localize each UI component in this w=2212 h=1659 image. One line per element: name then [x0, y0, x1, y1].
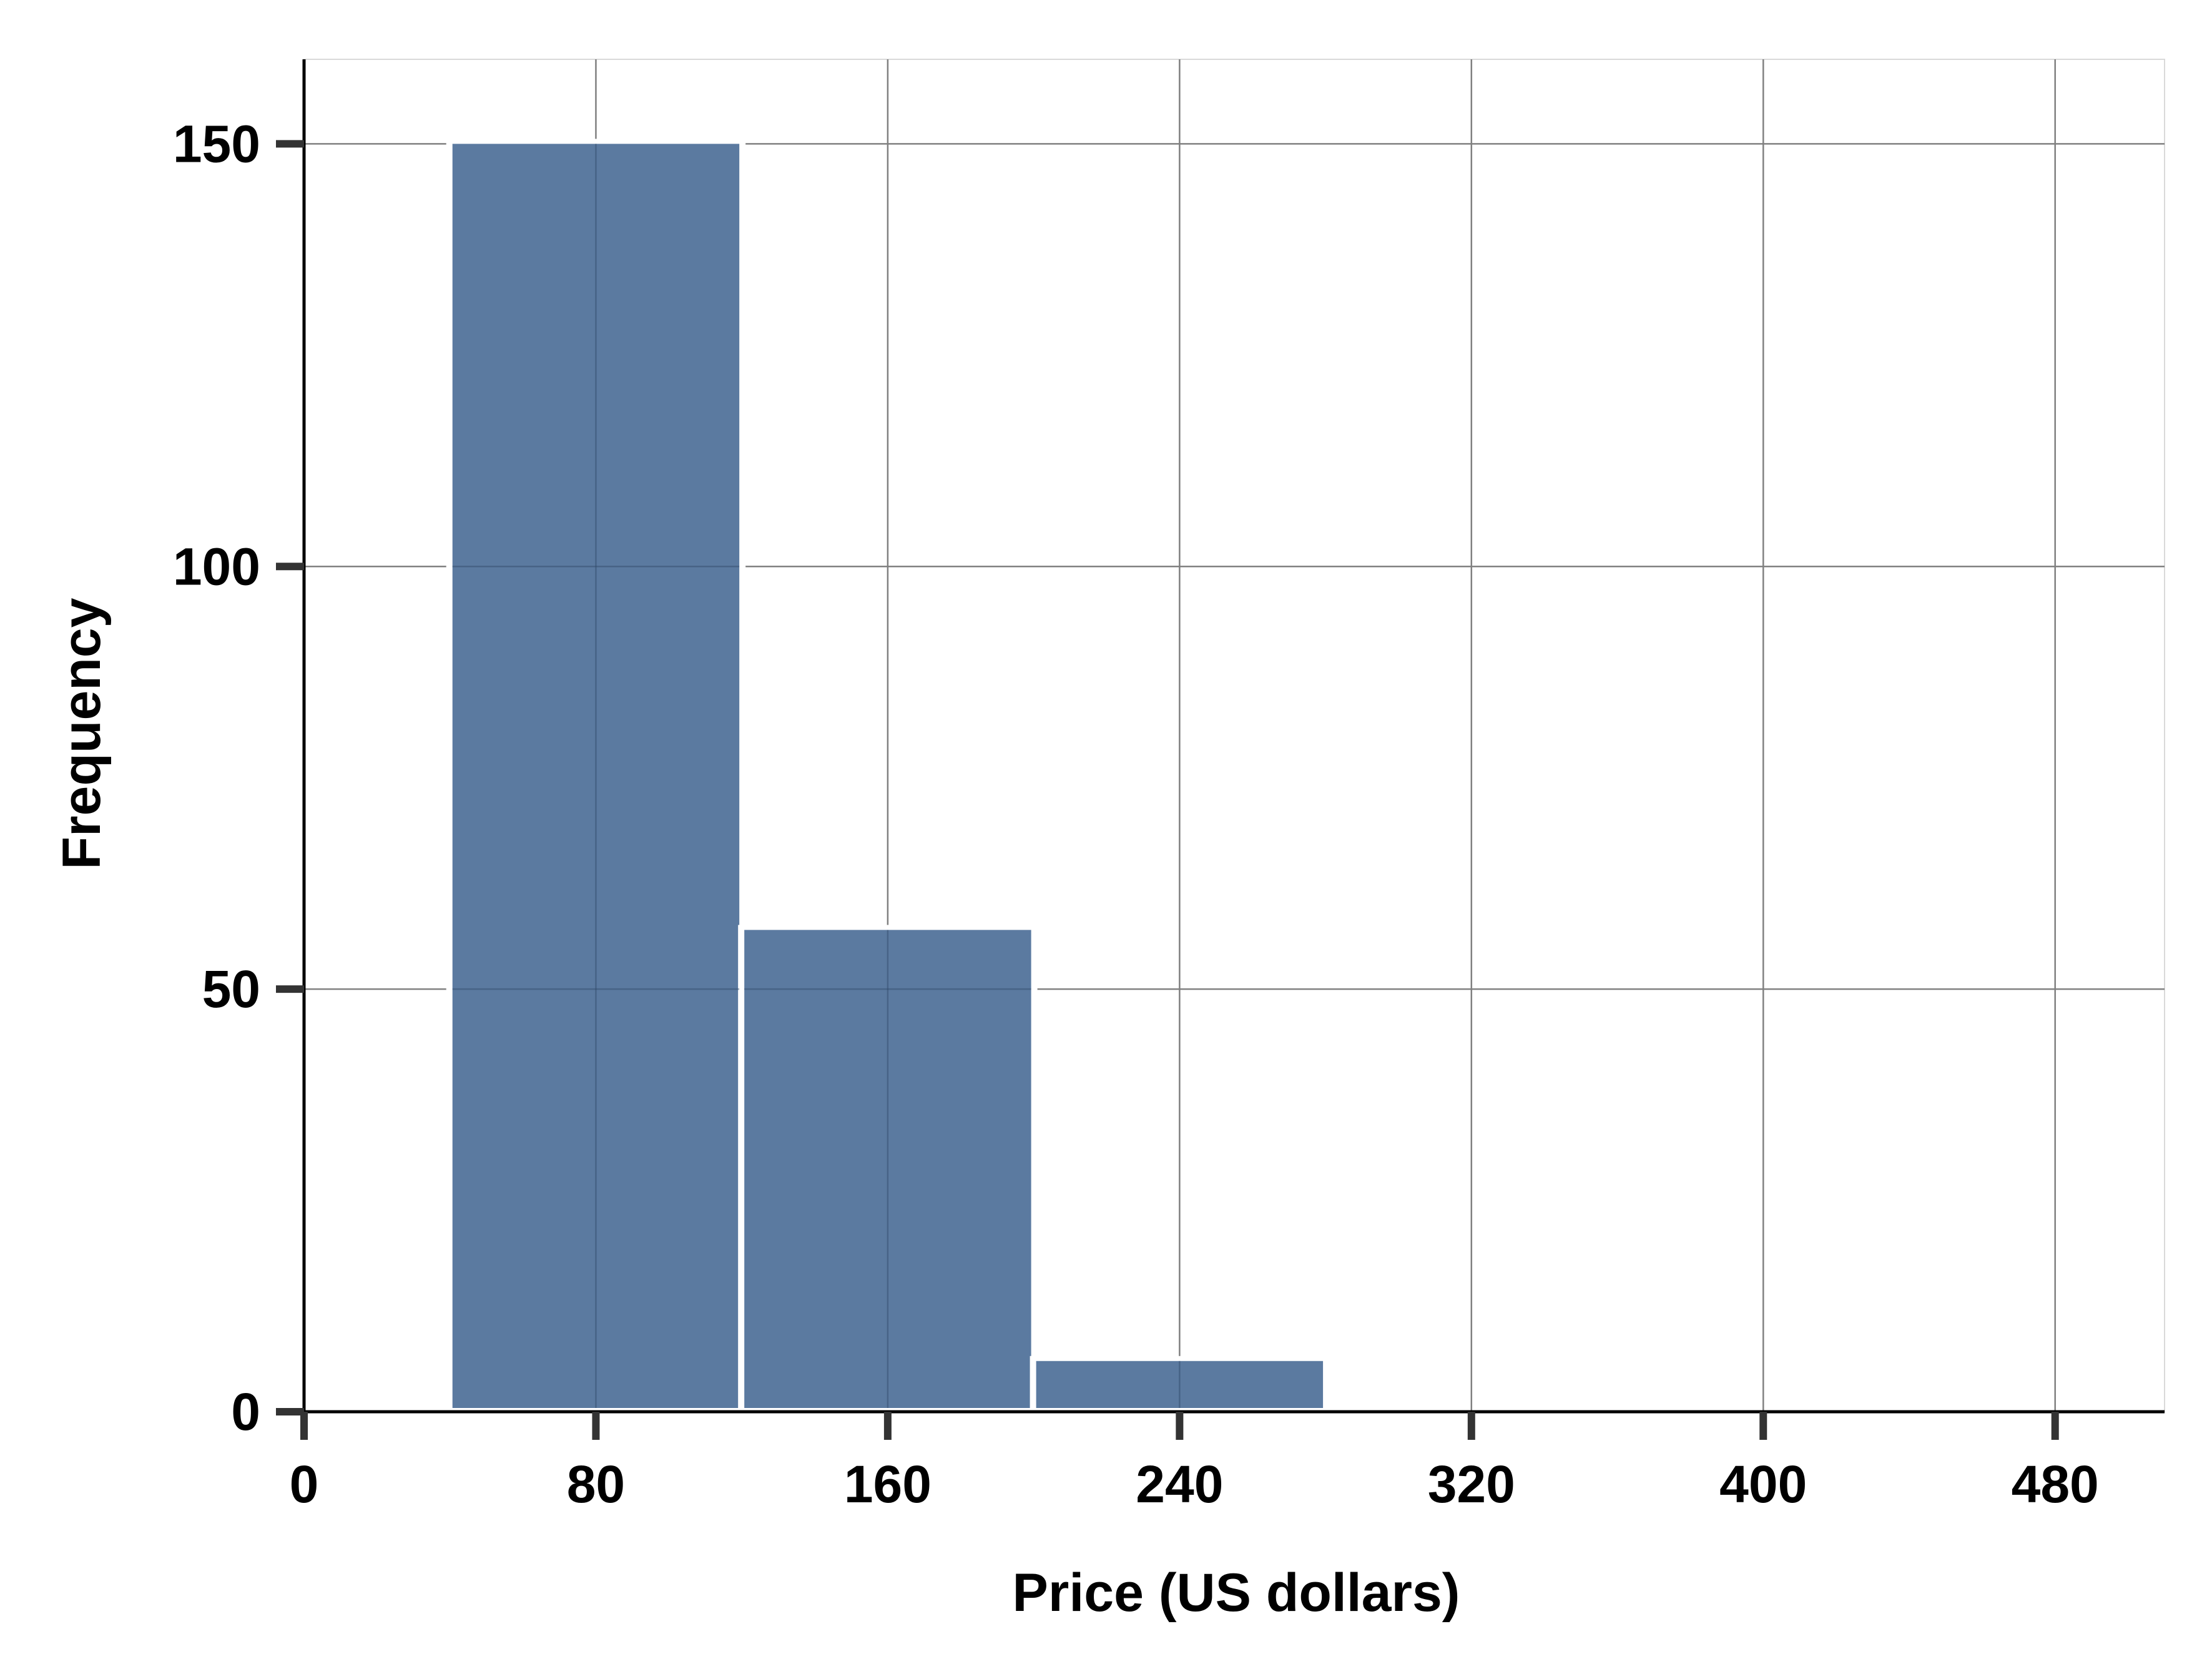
x-tick-label: 320	[1428, 1455, 1515, 1514]
x-tick-label: 240	[1136, 1455, 1223, 1514]
x-tick-label: 480	[2012, 1455, 2099, 1514]
axes-layer	[302, 59, 2165, 1414]
bars-layer	[446, 139, 1330, 1412]
y-axis-title: Frequency	[52, 598, 112, 869]
x-axis-title: Price (US dollars)	[1013, 1563, 1460, 1623]
x-tick-label: 160	[844, 1455, 931, 1514]
y-tick-label: 0	[231, 1382, 260, 1441]
histogram-bar	[452, 144, 740, 1408]
y-tick-label: 150	[173, 114, 260, 173]
y-tick-label: 50	[202, 960, 260, 1018]
grid-overlay-layer	[452, 144, 1181, 1408]
histogram-bar	[1036, 1361, 1324, 1408]
ticks-layer: 0 50 100 150 0 80 160 240 320 400 480	[173, 114, 2099, 1514]
y-tick-label: 100	[173, 537, 260, 596]
x-tick-label: 80	[567, 1455, 625, 1514]
x-tick-label: 0	[290, 1455, 319, 1514]
histogram-bar	[744, 930, 1031, 1408]
x-tick-label: 400	[1719, 1455, 1807, 1514]
